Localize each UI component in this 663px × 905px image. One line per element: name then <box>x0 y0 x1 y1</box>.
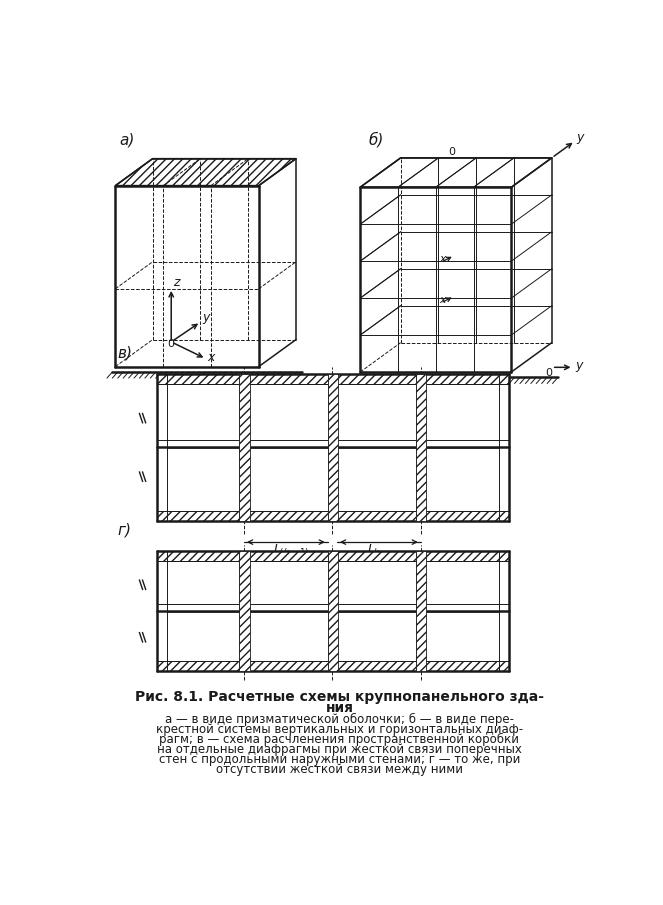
Bar <box>239 551 249 671</box>
Bar <box>239 375 249 520</box>
Text: а): а) <box>119 133 135 148</box>
Bar <box>156 510 509 520</box>
Bar <box>156 375 509 385</box>
Text: 0: 0 <box>167 338 174 348</box>
Bar <box>156 551 509 561</box>
Text: y: y <box>575 359 582 372</box>
Text: ния: ния <box>326 700 353 715</box>
Text: x: x <box>208 351 215 364</box>
Polygon shape <box>115 158 296 186</box>
Text: г): г) <box>118 522 132 538</box>
Text: $L_{(k-1)}$: $L_{(k-1)}$ <box>272 542 309 558</box>
Text: рагм; в — схема расчленения пространственной коробки: рагм; в — схема расчленения пространстве… <box>159 733 519 746</box>
Text: z: z <box>173 276 179 289</box>
Polygon shape <box>360 157 552 187</box>
Text: в): в) <box>118 346 133 360</box>
Text: y: y <box>202 311 210 324</box>
Text: стен с продольными наружными стенами; г — то же, при: стен с продольными наружными стенами; г … <box>158 753 520 767</box>
Text: x: x <box>439 295 446 305</box>
Text: x: x <box>439 254 446 264</box>
Text: крестной системы вертикальных и горизонтальных диаф-: крестной системы вертикальных и горизонт… <box>156 723 523 736</box>
Bar <box>156 661 509 671</box>
Text: 0: 0 <box>546 367 552 377</box>
Text: на отдельные диафрагмы при жесткой связи поперечных: на отдельные диафрагмы при жесткой связи… <box>157 743 522 756</box>
Text: y: y <box>577 131 584 144</box>
Bar <box>328 551 338 671</box>
Bar <box>416 551 426 671</box>
Text: Рис. 8.1. Расчетные схемы крупнопанельного зда-: Рис. 8.1. Расчетные схемы крупнопанельно… <box>135 690 544 704</box>
Bar <box>416 375 426 520</box>
Text: отсутствии жесткой связи между ними: отсутствии жесткой связи между ними <box>216 763 463 776</box>
Text: б): б) <box>368 131 383 147</box>
Bar <box>328 375 338 520</box>
Text: 0: 0 <box>448 147 455 157</box>
Text: а — в виде призматической оболочки; б — в виде пере-: а — в виде призматической оболочки; б — … <box>165 713 514 726</box>
Text: $L_k$: $L_k$ <box>367 543 382 557</box>
